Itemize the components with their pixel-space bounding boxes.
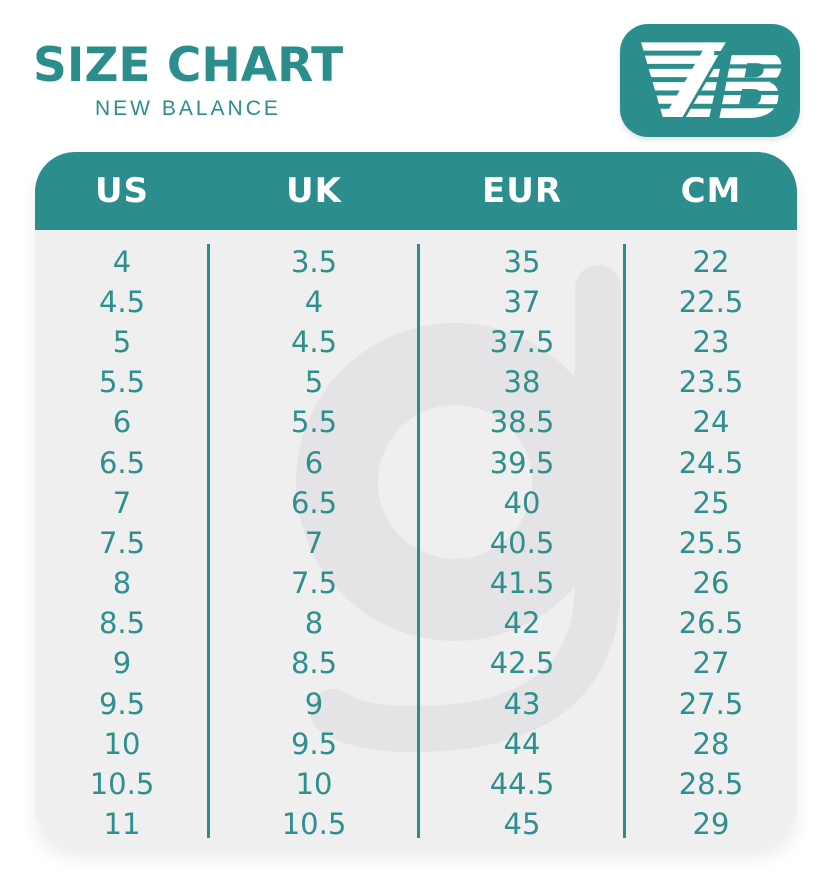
size-cell: 37 <box>503 284 541 319</box>
table-header-row: US UK EUR CM <box>35 152 797 230</box>
size-cell: 8.5 <box>98 606 146 641</box>
size-cell: 10 <box>295 767 333 802</box>
size-cell: 24 <box>692 405 730 440</box>
size-cell: 9 <box>112 646 132 681</box>
size-cell: 23 <box>692 324 730 359</box>
size-cell: 25.5 <box>678 525 744 560</box>
size-cell: 42 <box>503 606 541 641</box>
column-header: US <box>94 171 150 211</box>
size-cell: 39.5 <box>489 445 555 480</box>
watermark-g-glyph <box>296 265 621 753</box>
size-cell: 22.5 <box>678 284 744 319</box>
page-subtitle: NEW BALANCE <box>95 97 281 120</box>
size-cell: 10.5 <box>89 767 155 802</box>
size-cell: 27.5 <box>678 686 744 721</box>
size-cell: 6.5 <box>290 485 338 520</box>
size-cell: 5 <box>112 324 132 359</box>
size-table: US UK EUR CM 4 3.5 35 22 4.5 4 37 22.5 5 4.5 37.5 23 5.… <box>35 152 797 845</box>
size-cell: 7 <box>304 525 324 560</box>
size-cell: 8 <box>112 566 132 601</box>
size-cell: 38.5 <box>489 405 555 440</box>
size-cell: 7.5 <box>290 566 338 601</box>
size-cell: 45 <box>503 807 541 842</box>
size-cell: 26 <box>692 566 730 601</box>
size-cell: 6 <box>112 405 132 440</box>
size-cell: 7 <box>112 485 132 520</box>
size-cell: 5.5 <box>290 405 338 440</box>
column-header: EUR <box>481 171 562 211</box>
size-cell: 41.5 <box>489 566 555 601</box>
size-cell: 40 <box>503 485 541 520</box>
size-cell: 28.5 <box>678 767 744 802</box>
new-balance-nb-logo-icon: B <box>641 39 789 122</box>
brand-logo-tile: B <box>620 24 800 137</box>
size-cell: 11 <box>103 807 141 842</box>
size-cell: 37.5 <box>489 324 555 359</box>
size-cell: 35 <box>503 244 541 279</box>
size-cell: 27 <box>692 646 730 681</box>
table-grid: 4 3.5 35 22 4.5 4 37 22.5 5 4.5 37.5 23 5.5 5 38 23.5 6 5… <box>35 230 797 845</box>
size-cell: 8.5 <box>290 646 338 681</box>
column-header: CM <box>680 171 742 211</box>
size-cell: 7.5 <box>98 525 146 560</box>
size-cell: 10 <box>103 726 141 761</box>
size-cell: 24.5 <box>678 445 744 480</box>
size-cell: 26.5 <box>678 606 744 641</box>
size-cell: 3.5 <box>290 244 338 279</box>
title-block: SIZE CHART NEW BALANCE <box>33 42 343 121</box>
column-header: UK <box>286 171 342 211</box>
size-cell: 5 <box>304 365 324 400</box>
size-cell: 29 <box>692 807 730 842</box>
size-cell: 9 <box>304 686 324 721</box>
size-cell: 4.5 <box>98 284 146 319</box>
size-cell: 10.5 <box>281 807 347 842</box>
size-cell: 44 <box>503 726 541 761</box>
size-cell: 23.5 <box>678 365 744 400</box>
size-cell: 5.5 <box>98 365 146 400</box>
column-divider <box>417 244 420 838</box>
table-body: 4 3.5 35 22 4.5 4 37 22.5 5 4.5 37.5 23 5.5 5 38 23.5 6 5… <box>35 230 797 845</box>
size-cell: 40.5 <box>489 525 555 560</box>
size-cell: 38 <box>503 365 541 400</box>
size-cell: 9.5 <box>290 726 338 761</box>
column-divider <box>207 244 210 838</box>
size-cell: 42.5 <box>489 646 555 681</box>
page-title: SIZE CHART <box>33 38 344 93</box>
size-cell: 44.5 <box>489 767 555 802</box>
size-cell: 28 <box>692 726 730 761</box>
size-cell: 4 <box>304 284 324 319</box>
size-cell: 6.5 <box>98 445 146 480</box>
size-cell: 4 <box>112 244 132 279</box>
size-cell: 25 <box>692 485 730 520</box>
size-cell: 8 <box>304 606 324 641</box>
size-cell: 6 <box>304 445 324 480</box>
size-cell: 43 <box>503 686 541 721</box>
size-cell: 4.5 <box>290 324 338 359</box>
size-cell: 9.5 <box>98 686 146 721</box>
column-divider <box>623 244 626 838</box>
size-cell: 22 <box>692 244 730 279</box>
